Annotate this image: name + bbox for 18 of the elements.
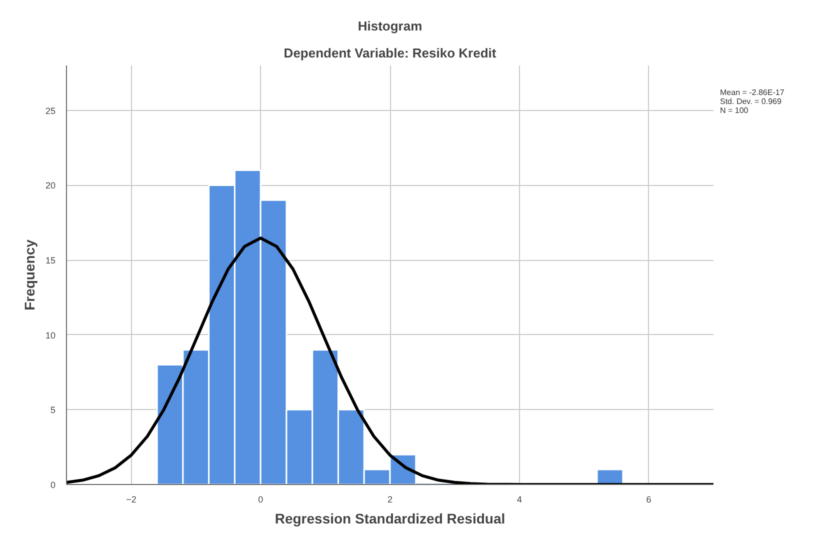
y-tick-label: 5 (50, 405, 56, 416)
x-axis-title: Regression Standardized Residual (274, 510, 506, 526)
y-axis-title: Frequency (21, 239, 38, 310)
x-tick-label: 6 (646, 494, 652, 504)
chart-subtitle: Dependent Variable: Resiko Kredit (284, 46, 497, 60)
text: N = 100 (720, 106, 748, 115)
y-tick-label: 15 (45, 256, 56, 266)
y-tick-label: 25 (45, 106, 56, 116)
x-tick-label: 2 (387, 494, 393, 504)
chart-title: Histogram (358, 18, 422, 34)
x-tick-label: 4 (516, 494, 522, 504)
y-tick-label: 20 (45, 180, 56, 191)
x-tick-label: 0 (258, 494, 264, 504)
text: Std. Dev. = 0.969 (720, 97, 782, 106)
y-tick-label: 0 (50, 480, 56, 490)
text: Mean = -2.86E-17 (720, 88, 784, 97)
y-tick-label: 10 (45, 330, 56, 340)
x-tick-label: −2 (126, 494, 136, 504)
